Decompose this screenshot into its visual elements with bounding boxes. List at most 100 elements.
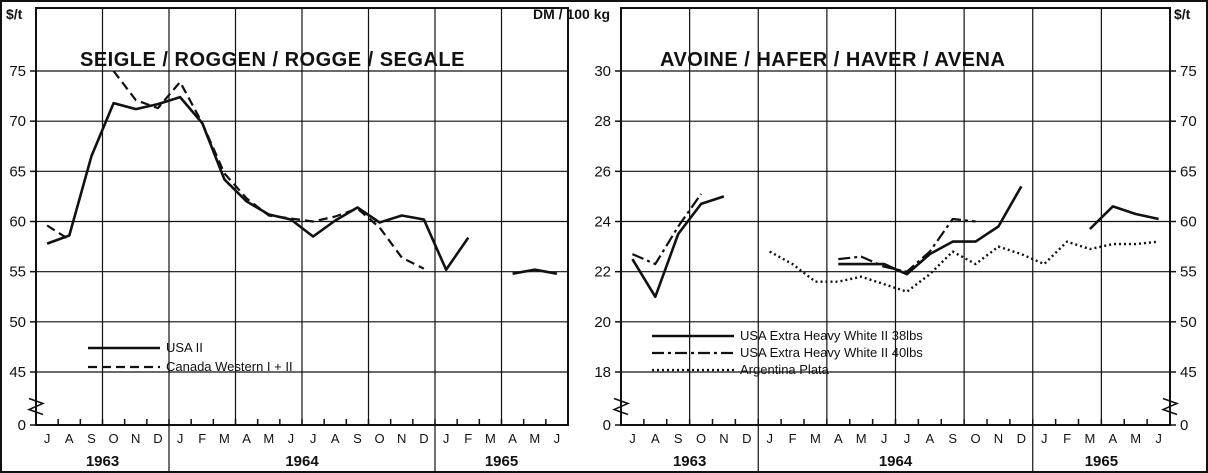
month-label: A <box>331 431 340 446</box>
month-label: A <box>925 431 934 446</box>
y-right-tick-label: 75 <box>1180 63 1197 80</box>
y-tick-label: 0 <box>603 417 611 434</box>
y-tick-label: 50 <box>9 314 26 331</box>
y-tick-label: 28 <box>594 113 611 130</box>
month-label: M <box>529 431 540 446</box>
month-label: O <box>971 431 981 446</box>
month-label: D <box>419 431 428 446</box>
oats-chart-title: AVOINE / HAFER / HAVER / AVENA <box>660 49 1005 71</box>
month-label: A <box>1108 431 1117 446</box>
y-tick-label: 75 <box>9 63 26 80</box>
month-label: J <box>288 431 295 446</box>
month-label: N <box>397 431 406 446</box>
month-label: A <box>65 431 74 446</box>
rye-price-chart: SEIGLE / ROGGEN / ROGGE / SEGALE $/t 0 45… <box>6 6 560 470</box>
month-label: J <box>443 431 450 446</box>
month-label: J <box>177 431 184 446</box>
legend-label: Canada Western I + II <box>166 359 293 374</box>
month-label: A <box>651 431 660 446</box>
month-label: F <box>1063 431 1071 446</box>
month-label: J <box>310 431 317 446</box>
year-label: 1964 <box>285 453 319 470</box>
y-right-tick-label: 45 <box>1180 364 1197 381</box>
year-label: 1964 <box>879 453 913 470</box>
legend-label: USA II <box>166 340 203 355</box>
legend-label: Argentina Plata <box>740 362 830 377</box>
month-label: N <box>994 431 1003 446</box>
y-right-tick-label: 55 <box>1180 264 1197 281</box>
y-tick-label: 60 <box>9 214 26 231</box>
year-label: 1965 <box>1085 453 1118 470</box>
month-label: M <box>485 431 496 446</box>
month-label: J <box>904 431 911 446</box>
y-tick-label: 26 <box>594 163 611 180</box>
y-tick-label: 24 <box>594 214 611 231</box>
y-tick-label: 45 <box>9 364 26 381</box>
year-label: 1963 <box>86 453 119 470</box>
month-label: A <box>242 431 251 446</box>
y-right-tick-label: 60 <box>1180 214 1197 231</box>
y-right-tick-label: 65 <box>1180 163 1197 180</box>
y-tick-label: 22 <box>594 264 611 281</box>
axis-break-mark <box>1160 397 1180 416</box>
oats-price-chart: AVOINE / HAFER / HAVER / AVENA DM / 100 … <box>533 6 1197 470</box>
series-line-1 <box>631 185 1159 299</box>
month-label: M <box>263 431 274 446</box>
series-line-2 <box>46 70 425 270</box>
month-label: A <box>508 431 517 446</box>
month-label: F <box>198 431 206 446</box>
year-label: 1963 <box>673 453 706 470</box>
y-tick-label: 70 <box>9 113 26 130</box>
legend-label: USA Extra Heavy White II 38lbs <box>740 328 923 343</box>
series-layer: USA II Canada Western I + II USA Extra Hea… <box>46 70 1159 377</box>
month-label: J <box>1041 431 1048 446</box>
legend-label: USA Extra Heavy White II 40lbs <box>740 345 923 360</box>
axis-break-mark <box>611 397 631 416</box>
y-tick-label: 20 <box>594 314 611 331</box>
month-label: F <box>464 431 472 446</box>
month-label: S <box>87 431 96 446</box>
month-label: D <box>1017 431 1026 446</box>
y-right-tick-label: 0 <box>1180 417 1188 434</box>
y-tick-label: 18 <box>594 364 611 381</box>
month-label: J <box>629 431 636 446</box>
year-label: 1965 <box>485 453 518 470</box>
oats-y-axis-unit-right: $/t <box>1174 6 1191 22</box>
y-right-tick-label: 70 <box>1180 113 1197 130</box>
month-label: N <box>719 431 728 446</box>
month-label: J <box>766 431 773 446</box>
rye-y-axis-unit: $/t <box>6 6 23 22</box>
month-label: A <box>834 431 843 446</box>
y-tick-label: 0 <box>18 417 26 434</box>
month-label: M <box>1130 431 1141 446</box>
y-tick-label: 30 <box>594 63 611 80</box>
month-label: D <box>153 431 162 446</box>
month-label: J <box>1155 431 1162 446</box>
month-label: M <box>856 431 867 446</box>
month-label: F <box>789 431 797 446</box>
month-label: M <box>219 431 230 446</box>
axis-break-mark <box>26 397 46 416</box>
y-tick-label: 55 <box>9 264 26 281</box>
month-label: S <box>353 431 362 446</box>
month-label: N <box>131 431 140 446</box>
oats-y-axis-unit-left: DM / 100 kg <box>533 6 610 22</box>
y-right-tick-label: 50 <box>1180 314 1197 331</box>
month-label: J <box>881 431 888 446</box>
month-label: D <box>742 431 751 446</box>
month-label: M <box>810 431 821 446</box>
month-label: J <box>554 431 561 446</box>
month-label: S <box>948 431 957 446</box>
month-label: O <box>696 431 706 446</box>
series-line-2 <box>631 193 976 273</box>
month-label: M <box>1085 431 1096 446</box>
month-label: O <box>375 431 385 446</box>
rye-chart-title: SEIGLE / ROGGEN / ROGGE / SEGALE <box>80 49 465 71</box>
month-label: O <box>109 431 119 446</box>
month-label: S <box>674 431 683 446</box>
y-tick-label: 65 <box>9 163 26 180</box>
month-label: J <box>44 431 51 446</box>
